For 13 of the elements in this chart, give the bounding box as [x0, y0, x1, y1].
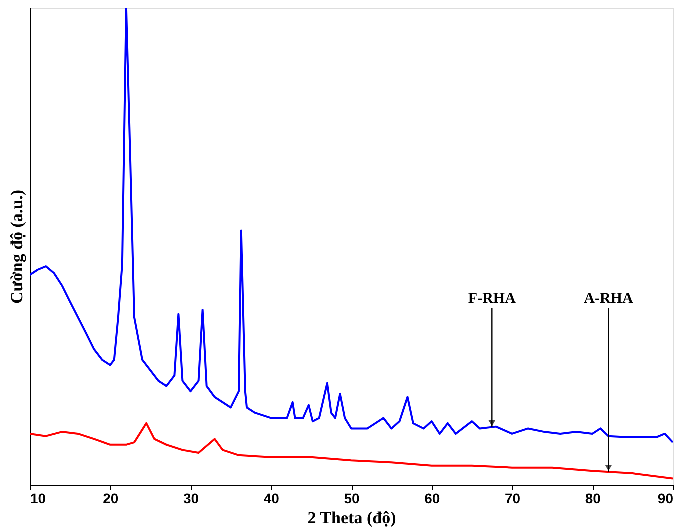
x-tick-label: 50: [344, 490, 360, 506]
x-tick-label: 70: [504, 490, 521, 506]
x-tick-label: 90: [658, 490, 674, 506]
annotation: A-RHA: [584, 291, 634, 308]
x-tick-label: 40: [264, 490, 280, 506]
x-tick-label: 30: [183, 490, 200, 506]
x-tick-label: 60: [424, 490, 440, 506]
x-tick-label: 10: [30, 490, 46, 506]
y-axis-title: Cường độ (a.u.): [8, 190, 26, 304]
x-axis-title: 2 Theta (độ): [308, 508, 396, 528]
x-tick-label: 20: [103, 490, 119, 506]
x-tick-label: 80: [585, 490, 602, 506]
annotation: F-RHA: [468, 291, 516, 308]
